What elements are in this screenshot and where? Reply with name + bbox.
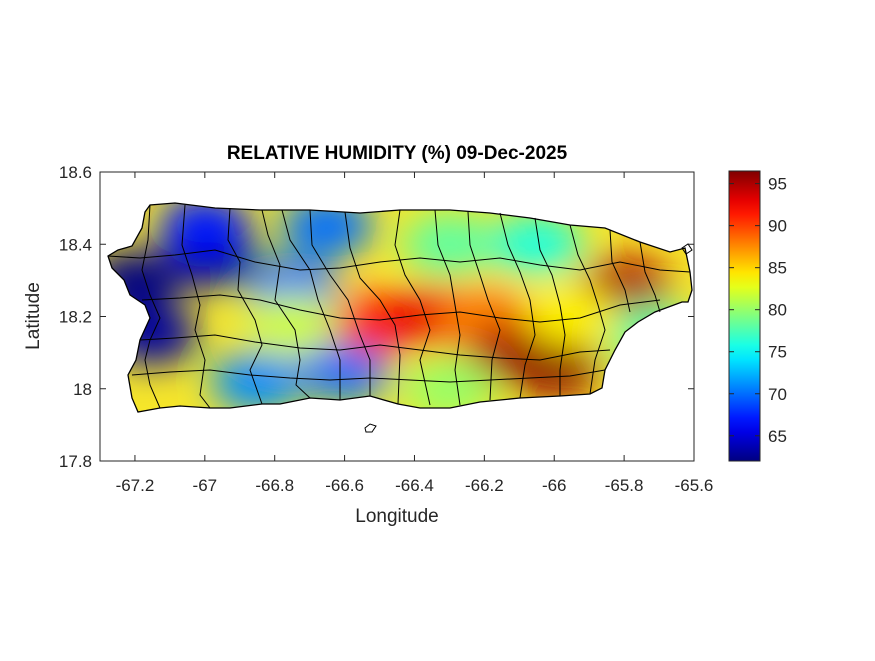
x-axis-ticks: -67.2 -67 -66.8 -66.6 -66.4 -66.2 -66 -65.8 -65.… xyxy=(116,172,714,495)
colorbar-tick-label: 65 xyxy=(768,427,787,446)
x-tick-label: -66.2 xyxy=(465,476,504,495)
humidity-cell-6 xyxy=(211,351,304,412)
y-axis-label: Latitude xyxy=(23,282,44,350)
x-tick-label: -66.6 xyxy=(325,476,364,495)
colorbar-ticks: 65 70 75 80 85 90 95 xyxy=(729,175,787,446)
colorbar-tick-label: 80 xyxy=(768,301,787,320)
humidity-cell-13 xyxy=(508,337,601,398)
y-tick-label: 17.8 xyxy=(59,452,92,471)
humidity-cell-7 xyxy=(298,340,391,401)
caja-de-muertos-island xyxy=(364,423,377,433)
offshore-islet xyxy=(681,243,693,255)
x-axis-label: Longitude xyxy=(355,506,438,527)
chart-title: RELATIVE HUMIDITY (%) 09-Dec-2025 xyxy=(226,143,568,164)
y-tick-label: 18 xyxy=(73,380,92,399)
colorbar-tick-label: 95 xyxy=(768,175,787,194)
x-tick-label: -67.2 xyxy=(116,476,155,495)
x-tick-label: -66.4 xyxy=(395,476,434,495)
colorbar-tick-label: 75 xyxy=(768,343,787,362)
colorbar-tick-label: 70 xyxy=(768,385,787,404)
colorbar xyxy=(728,170,761,462)
x-tick-label: -66 xyxy=(542,476,567,495)
y-tick-label: 18.6 xyxy=(59,163,92,182)
municipality-boundaries xyxy=(107,204,691,409)
x-tick-label: -66.8 xyxy=(255,476,294,495)
humidity-cell-8 xyxy=(246,293,339,354)
humidity-cell-15 xyxy=(403,214,496,275)
y-tick-label: 18.2 xyxy=(59,308,92,327)
x-tick-label: -65.8 xyxy=(605,476,644,495)
colorbar-tick-label: 85 xyxy=(768,259,787,278)
humidity-cell-16 xyxy=(490,214,583,275)
humidity-cell-19 xyxy=(525,286,618,347)
colorbar-tick-label: 90 xyxy=(768,217,787,236)
y-axis-ticks: 17.8 18 18.2 18.4 18.6 xyxy=(59,163,694,471)
y-tick-label: 18.4 xyxy=(59,235,92,254)
x-tick-label: -67 xyxy=(193,476,218,495)
x-tick-label: -65.6 xyxy=(675,476,714,495)
